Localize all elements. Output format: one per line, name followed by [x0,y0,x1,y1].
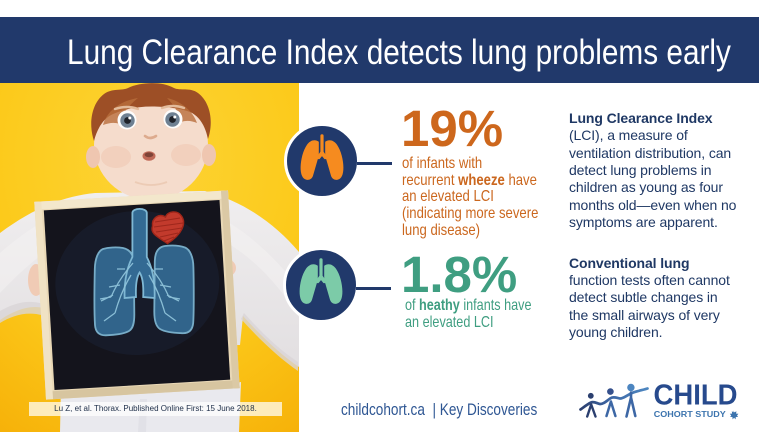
svg-text:COHORT STUDY: COHORT STUDY [654,409,726,419]
svg-text:CHILD: CHILD [654,380,738,412]
